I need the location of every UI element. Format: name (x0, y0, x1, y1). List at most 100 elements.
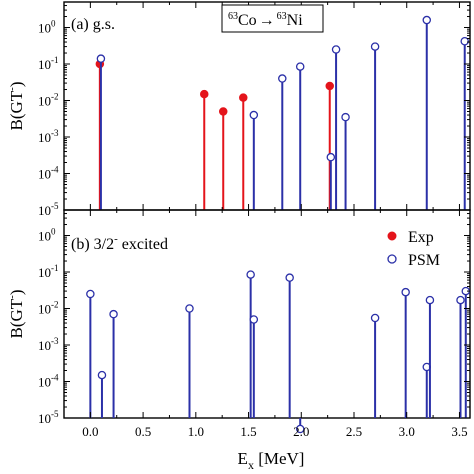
y-tick-label: 10-3 (38, 128, 59, 145)
stem-marker-psm (331, 45, 341, 54)
panel-b-label-sup: - (114, 233, 118, 245)
stem-marker-exp (239, 93, 248, 102)
y-tick-base: 10 (38, 167, 51, 182)
y-tick-exponent: -5 (51, 201, 59, 211)
stem-marker-psm (96, 54, 106, 63)
stem-marker-psm (341, 112, 350, 122)
panel-a-label: (a) g.s. (71, 16, 115, 33)
y-tick-exponent: -1 (51, 263, 59, 273)
panel-a-ylabel-sup: - (6, 87, 18, 91)
y-tick-exponent: -4 (51, 373, 59, 383)
stem-marker-psm (249, 315, 259, 324)
x-axis-label-sub: x (248, 458, 254, 472)
y-tick-base: 10 (38, 375, 51, 390)
stem-marker-psm (97, 370, 107, 380)
y-tick-label: 10-4 (38, 373, 59, 390)
stem-marker-psm (109, 309, 118, 319)
x-tick-label: 0.5 (135, 424, 151, 439)
y-tick-label: 10-5 (38, 409, 59, 426)
y-tick-label: 10-3 (38, 336, 59, 353)
y-tick-base: 10 (38, 203, 51, 218)
legend-psm-label: PSM (408, 252, 440, 269)
y-tick-label: 10-1 (38, 263, 59, 280)
y-tick-label: 10-2 (38, 92, 59, 109)
stem-marker-exp (218, 107, 228, 116)
y-tick-exponent: -4 (51, 165, 59, 175)
panel-b-ylabel-sup: - (6, 295, 18, 299)
reaction-title: 63Co → 63Ni (221, 4, 324, 33)
stem-marker-psm (425, 295, 435, 305)
y-tick-base: 10 (38, 94, 51, 109)
y-tick-base: 10 (38, 57, 51, 72)
x-tick-label: 3.5 (451, 424, 467, 439)
legend-psm-marker (387, 254, 397, 264)
stem-marker-psm (401, 287, 410, 297)
legend-exp-label: Exp (408, 229, 434, 246)
stem-marker-psm (86, 289, 95, 299)
stem-marker-exp (200, 89, 209, 99)
stem-marker-psm (326, 152, 336, 162)
y-tick-exponent: 0 (51, 19, 56, 29)
x-axis-label: Ex [MeV] (238, 449, 305, 472)
x-tick-label: 2.5 (346, 424, 362, 439)
y-tick-exponent: -3 (51, 336, 59, 346)
y-tick-exponent: -5 (51, 409, 59, 419)
y-tick-base: 10 (38, 338, 51, 353)
x-tick-label: 1.5 (240, 424, 256, 439)
panel-b-ylabel: B(GT-) (6, 289, 26, 338)
reaction-arrow: → (259, 12, 275, 29)
panel-b-ylabel-main: B(GT (7, 298, 26, 338)
stem-marker-psm (460, 37, 469, 46)
y-tick-label: 10-4 (38, 165, 59, 182)
parent-mass-number: 63 (228, 11, 238, 22)
panel-b-stems (86, 270, 471, 434)
x-tick-label: 1.0 (188, 424, 204, 439)
panel-b-label-main: (b) 3/2 (71, 236, 114, 253)
y-tick-exponent: -1 (51, 55, 59, 65)
legend: Exp PSM (387, 229, 440, 269)
stem-marker-psm (370, 313, 380, 323)
y-tick-exponent: -2 (51, 92, 59, 102)
y-tick-base: 10 (38, 229, 51, 244)
panel-b-label: (b) 3/2- excited (71, 233, 168, 253)
stem-marker-psm (422, 15, 432, 25)
y-tick-base: 10 (38, 411, 51, 426)
reaction-title-text: 63Co → 63Ni (228, 11, 303, 29)
y-tick-exponent: -2 (51, 300, 59, 310)
parent-nucleus: Co (238, 12, 257, 29)
stem-marker-psm (246, 270, 255, 279)
panel-a-ylabel-main: B(GT (7, 90, 26, 130)
daughter-nucleus: Ni (287, 12, 304, 29)
y-tick-label: 100 (38, 227, 56, 244)
reaction-title-box (221, 4, 324, 33)
x-axis-label-main: E (238, 449, 248, 468)
x-axis-label-rest: [MeV] (254, 449, 305, 468)
daughter-mass-number: 63 (277, 11, 287, 22)
panel-a-xticks (63, 2, 460, 210)
stem-marker-psm (295, 62, 305, 71)
stem-marker-psm (295, 424, 305, 434)
x-tick-label: 0.0 (82, 424, 98, 439)
legend-exp-marker (387, 231, 397, 241)
y-tick-exponent: 0 (51, 227, 56, 237)
y-tick-exponent: -3 (51, 128, 59, 138)
panel-b-xticks: 0.0 0.5 1.0 1.5 2.0 2.5 3.0 3.5 (63, 210, 468, 439)
panel-a-stems (95, 15, 469, 210)
y-tick-base: 10 (38, 302, 51, 317)
panel-b-ylabel-close: ) (7, 289, 26, 295)
stem-marker-psm (456, 295, 465, 305)
stem-marker-psm (370, 42, 380, 51)
x-tick-label: 2.0 (293, 424, 309, 439)
panel-a-ylabel-close: ) (7, 81, 26, 87)
y-tick-base: 10 (38, 130, 51, 145)
x-tick-label: 3.0 (399, 424, 415, 439)
panel-a-ylabel: B(GT-) (6, 81, 26, 130)
y-tick-label: 10-2 (38, 300, 59, 317)
y-tick-base: 10 (38, 21, 51, 36)
y-tick-base: 10 (38, 265, 51, 280)
